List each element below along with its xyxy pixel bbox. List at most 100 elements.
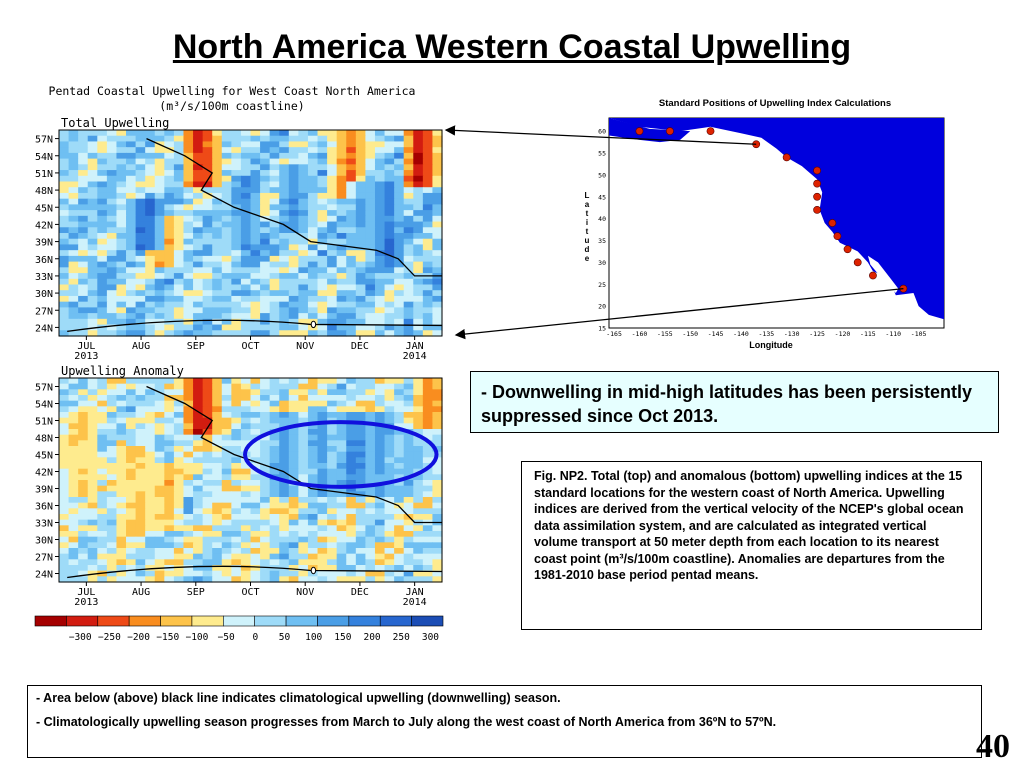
- heat-cell: [59, 324, 70, 331]
- heat-cell: [384, 158, 395, 165]
- lat-tick-label: 30: [598, 259, 606, 267]
- heat-cell: [240, 576, 252, 583]
- heat-cell: [126, 559, 137, 566]
- heat-cell: [202, 417, 213, 424]
- heat-cell: [346, 158, 357, 165]
- heat-cell: [317, 295, 328, 303]
- heat-cell: [394, 244, 405, 251]
- colorbar-swatch: [379, 615, 412, 627]
- heat-cell: [164, 383, 175, 390]
- heat-cell: [307, 227, 319, 234]
- heat-cell: [422, 152, 434, 160]
- heat-cell: [145, 175, 156, 183]
- heat-cell: [346, 519, 357, 526]
- heat-cell: [212, 480, 223, 487]
- heat-cell: [212, 491, 223, 498]
- heat-cell: [365, 502, 376, 509]
- heat-cell: [126, 480, 137, 487]
- heat-cell: [307, 446, 319, 453]
- heat-cell: [269, 536, 280, 543]
- heat-cell: [154, 491, 165, 498]
- heat-cell: [279, 548, 290, 555]
- lon-tick-label: -140: [733, 330, 749, 338]
- y-tick-label: 48N: [35, 434, 53, 445]
- heat-cell: [193, 221, 204, 228]
- x-tick-label: NOV: [296, 587, 314, 598]
- heat-cell: [183, 423, 194, 430]
- heat-cell: [336, 244, 347, 251]
- heat-cell: [145, 170, 156, 177]
- heat-cell: [403, 395, 414, 402]
- heat-cell: [336, 330, 347, 337]
- heat-cell: [279, 378, 290, 385]
- arrow-57n: [444, 125, 757, 145]
- heat-cell: [432, 406, 443, 413]
- heat-cell: [135, 318, 146, 326]
- heat-cell: [432, 324, 443, 331]
- heat-cell: [135, 307, 146, 314]
- heat-cell: [231, 233, 242, 240]
- heat-cell: [374, 457, 386, 464]
- heat-cell: [298, 491, 309, 498]
- heat-cell: [87, 531, 98, 538]
- lon-tick-label: -105: [911, 330, 927, 338]
- figure-caption: Fig. NP2. Total (top) and anomalous (bot…: [521, 461, 982, 630]
- heat-cell: [116, 170, 127, 177]
- highlight-ellipse: [243, 420, 439, 489]
- heat-cell: [432, 204, 443, 211]
- heat-cell: [106, 204, 118, 211]
- heat-cell: [432, 313, 443, 320]
- heat-cell: [365, 389, 376, 396]
- heat-cell: [355, 440, 366, 447]
- heat-cell: [78, 531, 89, 538]
- heat-cell: [68, 480, 79, 487]
- heat-cell: [212, 542, 223, 549]
- heat-cell: [260, 576, 271, 583]
- heat-cell: [212, 221, 223, 228]
- heat-cell: [355, 324, 366, 331]
- heat-cell: [78, 429, 89, 436]
- heat-cell: [346, 502, 357, 509]
- heat-cell: [202, 147, 213, 154]
- heat-cell: [116, 238, 127, 246]
- heat-cell: [307, 141, 319, 148]
- heat-cell: [59, 446, 70, 453]
- heat-cell: [231, 290, 242, 297]
- heat-cell: [403, 440, 414, 447]
- heat-cell: [212, 278, 223, 286]
- heat-cell: [394, 130, 405, 137]
- heat-cell: [403, 508, 414, 515]
- heat-cell: [78, 301, 89, 308]
- heat-cell: [422, 170, 434, 177]
- heat-cell: [164, 423, 175, 430]
- heat-cell: [221, 514, 232, 521]
- heat-cell: [307, 261, 319, 268]
- heat-cell: [126, 313, 137, 320]
- heat-cell: [78, 147, 89, 154]
- heat-cell: [202, 244, 213, 251]
- heat-cell: [288, 383, 299, 390]
- heat-cell: [317, 244, 328, 251]
- heat-cell: [403, 480, 414, 487]
- heat-cell: [432, 307, 443, 314]
- heat-cell: [126, 491, 137, 498]
- heat-cell: [336, 378, 347, 385]
- heat-cell: [269, 267, 280, 274]
- heat-cell: [260, 446, 271, 453]
- heat-cell: [260, 267, 271, 274]
- heat-cell: [298, 141, 309, 148]
- heat-cell: [260, 318, 271, 326]
- heat-cell: [116, 198, 127, 205]
- heat-cell: [288, 215, 299, 223]
- heat-cell: [336, 570, 347, 577]
- heat-cell: [164, 301, 175, 308]
- heat-cell: [193, 508, 204, 515]
- heat-cell: [116, 244, 127, 251]
- heat-cell: [97, 429, 108, 436]
- heat-cell: [87, 227, 98, 234]
- heat-cell: [106, 497, 118, 504]
- heat-cell: [154, 457, 165, 464]
- heat-cell: [59, 480, 70, 487]
- heat-cell: [269, 417, 280, 424]
- x-tick-label: DEC: [351, 587, 369, 598]
